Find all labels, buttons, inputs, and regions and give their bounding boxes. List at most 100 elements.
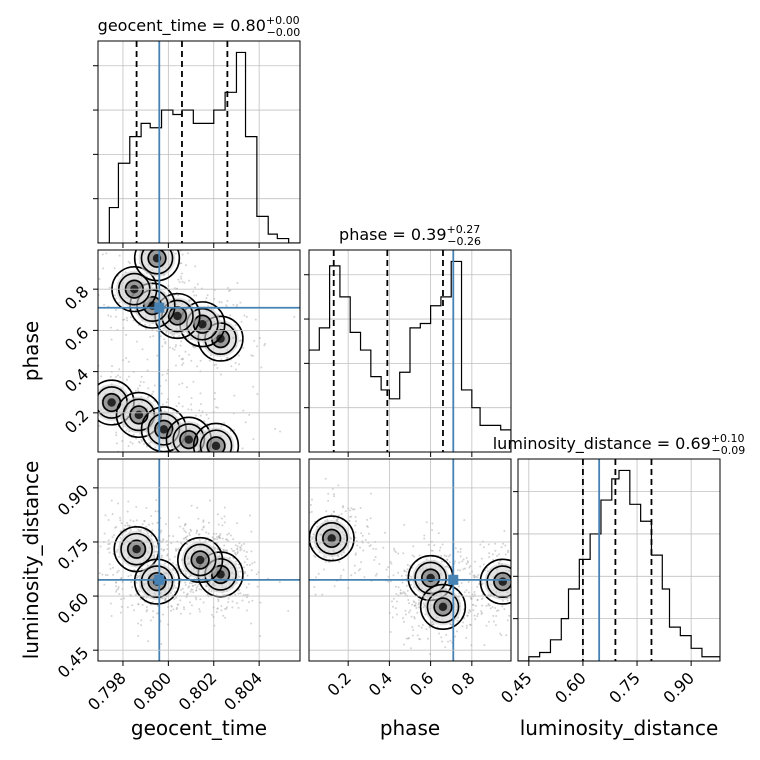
sample-point [394, 585, 397, 588]
sample-point [214, 392, 217, 395]
sample-point [196, 506, 199, 509]
sample-point [147, 523, 150, 526]
sample-point [150, 533, 153, 536]
sample-point [160, 392, 163, 395]
sample-point [250, 550, 253, 553]
panel-phase-phase: phase = 0.39+0.27 −0.26 [304, 223, 512, 457]
sample-point [494, 624, 497, 627]
sample-point [114, 315, 117, 318]
sample-point [224, 538, 227, 541]
sample-point [188, 468, 190, 470]
sample-point [349, 536, 352, 539]
sample-point [153, 240, 155, 242]
contour-line [433, 597, 453, 617]
sample-point [466, 614, 469, 617]
contour-line [183, 543, 217, 577]
sample-point [151, 601, 154, 604]
sample-point [127, 260, 130, 263]
sample-point [472, 609, 475, 612]
sample-point [230, 365, 233, 368]
y-tick-label: 0.45 [54, 643, 93, 682]
sample-point [463, 591, 466, 594]
sample-point [204, 480, 206, 482]
sample-point [109, 326, 112, 329]
sample-point [475, 575, 478, 578]
sample-point [396, 600, 399, 603]
sample-point [519, 607, 521, 609]
sample-point [530, 593, 532, 595]
sample-point [137, 622, 140, 625]
sample-point [184, 581, 187, 584]
sample-point [242, 594, 245, 597]
sample-point [207, 476, 209, 478]
sample-point [172, 569, 175, 572]
sample-point [411, 554, 414, 557]
sample-point [166, 543, 169, 546]
sample-point [476, 613, 479, 616]
sample-point [276, 503, 278, 505]
sample-point [186, 252, 189, 255]
sample-point [504, 553, 507, 556]
sample-point [447, 566, 450, 569]
sample-point [143, 519, 146, 522]
sample-point [198, 483, 200, 485]
sample-point [222, 614, 225, 617]
sample-point [201, 466, 203, 468]
sample-point [530, 537, 532, 539]
sample-point [399, 592, 402, 595]
sample-point [236, 545, 239, 548]
sample-point [310, 538, 313, 541]
sample-point [207, 532, 210, 535]
sample-point [216, 547, 219, 550]
sample-point [128, 525, 131, 528]
sample-point [289, 533, 291, 535]
sample-point [470, 597, 473, 600]
sample-point [242, 346, 245, 349]
sample-point [522, 579, 524, 581]
sample-point [291, 560, 293, 562]
sample-point [258, 337, 261, 340]
sample-point [198, 533, 201, 536]
sample-point [514, 614, 516, 616]
sample-point [532, 569, 534, 571]
sample-point [207, 521, 210, 524]
sample-point [130, 581, 133, 584]
sample-point [310, 510, 313, 513]
sample-point [185, 536, 188, 539]
sample-point [120, 533, 123, 536]
sample-point [246, 574, 249, 577]
sample-point [473, 576, 476, 579]
sample-point [359, 507, 362, 510]
panel-title-phase: phase = 0.39+0.27 −0.26 [339, 223, 481, 248]
sample-point [394, 550, 397, 553]
sample-point [161, 345, 164, 348]
sample-point [208, 359, 211, 362]
sample-point [425, 521, 428, 524]
sample-point [164, 342, 167, 345]
sample-point [531, 587, 533, 589]
sample-point [477, 583, 480, 586]
sample-point [242, 566, 245, 569]
sample-point [350, 574, 353, 577]
sample-point [306, 550, 308, 552]
sample-point [220, 517, 223, 520]
sample-point [408, 637, 411, 640]
sample-point [166, 553, 169, 556]
sample-point [229, 534, 232, 537]
sample-point [245, 609, 248, 612]
sample-point [141, 523, 144, 526]
sample-point [234, 324, 237, 327]
sample-point [141, 603, 144, 606]
sample-point [135, 576, 138, 579]
sample-point [166, 372, 169, 375]
sample-point [94, 528, 96, 530]
sample-point [186, 592, 189, 595]
sample-point [216, 366, 219, 369]
sample-point [173, 598, 176, 601]
contour-line [426, 590, 460, 624]
sample-point [135, 340, 138, 343]
sample-point [389, 630, 392, 633]
sample-point [260, 366, 263, 369]
sample-point [402, 552, 405, 555]
sample-point [405, 574, 408, 577]
